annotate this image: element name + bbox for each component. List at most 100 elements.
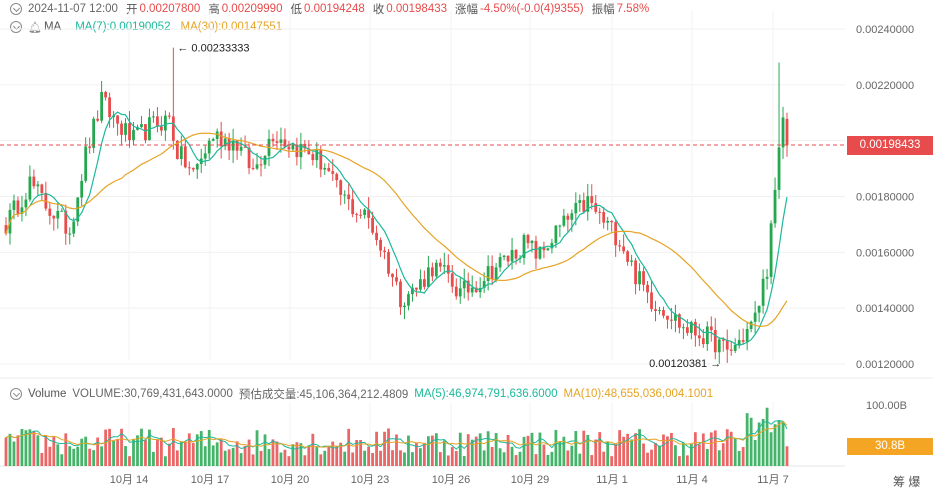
candle-body [323,167,327,170]
volume-bar [116,438,119,466]
volume-bar [666,436,669,466]
collapse-toggle-icon[interactable] [10,3,22,15]
candle-body [375,232,378,241]
volume-bar [717,450,721,466]
ma-indicator-label[interactable]: MA [43,21,62,33]
volume-ma5: MA(5):46,974,791,636.6000 [414,388,558,400]
candle-body [638,271,641,285]
volume-bar [96,437,100,466]
candle-body [674,314,677,321]
candle-body [407,294,410,306]
volume-bar [104,429,108,466]
volume-bar [144,439,147,466]
candle-body [319,150,323,170]
volume-bar [574,431,578,466]
candle-body [697,335,701,339]
volume-bar [299,443,303,466]
volume-bar [343,451,347,466]
volume-indicator-label[interactable]: Volume [28,388,67,400]
candle-body [419,279,422,290]
candle-body [355,214,359,216]
candle-body [602,212,606,223]
volume-bar [422,442,426,466]
volume-bar [195,434,199,466]
alert-bell-icon[interactable]: 🔔︎ [28,21,42,34]
ma30-line [5,132,788,328]
volume-bar [247,439,251,466]
candle-body [152,116,155,118]
candle-body [283,139,287,147]
candle-body [191,167,195,170]
volume-bar [303,455,307,466]
candle-body [363,209,367,215]
volume-bar [486,431,490,466]
ma-collapse-icon[interactable] [10,21,22,33]
candle-body [343,194,347,196]
candle-body [566,215,570,220]
volume-bar [765,407,769,466]
volume-bar [426,436,430,466]
volume-bar [518,451,522,466]
volume-bar [363,450,367,466]
candle-body [458,288,462,297]
candle-body [761,278,765,306]
candle-body [207,140,211,154]
moving-average-lines [5,111,788,347]
candle-body [570,213,574,220]
candle-body [462,280,466,289]
volume-bar [323,450,327,466]
volume-bar [287,456,291,466]
candle-body [590,196,594,204]
candle-body [72,221,76,234]
candle-body [514,249,518,259]
x-tick-label: 10月 29 [511,474,550,486]
candle-body [263,155,267,165]
candle-body [666,315,669,320]
candle-body [618,245,622,247]
volume-bar [654,442,657,466]
volume-bar [498,448,502,466]
candle-body [371,217,374,233]
x-tick-label: 10月 14 [110,474,149,486]
close-label: 收 [372,4,385,16]
low-annotation: 0.00120381 → [649,358,721,370]
high-value: 0.00209990 [221,3,283,15]
y-tick-label: 0.00120000 [856,359,914,371]
candle-body [279,139,283,143]
volume-bar [128,456,131,466]
candle-body [315,150,319,161]
volume-axis-max: 100.00B [866,400,907,412]
volume-bar [737,450,741,466]
candle-body [259,164,263,166]
volume-bar [411,452,414,466]
chips-burst-label[interactable]: 筹 爆 [893,475,921,489]
candle-body [689,321,693,333]
ma-header: 🔔︎ MA MA(7):0.00190052 MA(30):0.00147551 [0,18,292,36]
volume-bar [56,444,60,466]
open-label: 开 [125,4,138,16]
volume-bar [12,441,16,466]
volume-bar [387,428,390,466]
x-tick-label: 10月 23 [351,474,390,486]
volume-bar [315,446,319,466]
y-tick-label: 0.00140000 [856,303,914,315]
candle-body [351,199,355,215]
volume-bar [502,452,506,466]
volume-bar [148,429,151,466]
candle-body [506,255,510,262]
volume-bar [399,450,402,466]
volume-bar [522,436,526,466]
volume-bar [84,436,88,466]
candle-body [777,147,781,190]
candle-body [498,257,502,268]
candle-body [682,327,685,329]
volume-bar [757,422,761,466]
candle-body [235,140,239,151]
volume-collapse-icon[interactable] [10,388,22,400]
volume-bar [546,454,550,466]
annotations: ← 0.00233333 0.00120381 → [0,43,847,370]
volume-value: VOLUME:30,769,431,643.0000 [72,388,233,400]
candle-body [223,138,227,147]
volume-bar [191,443,195,466]
